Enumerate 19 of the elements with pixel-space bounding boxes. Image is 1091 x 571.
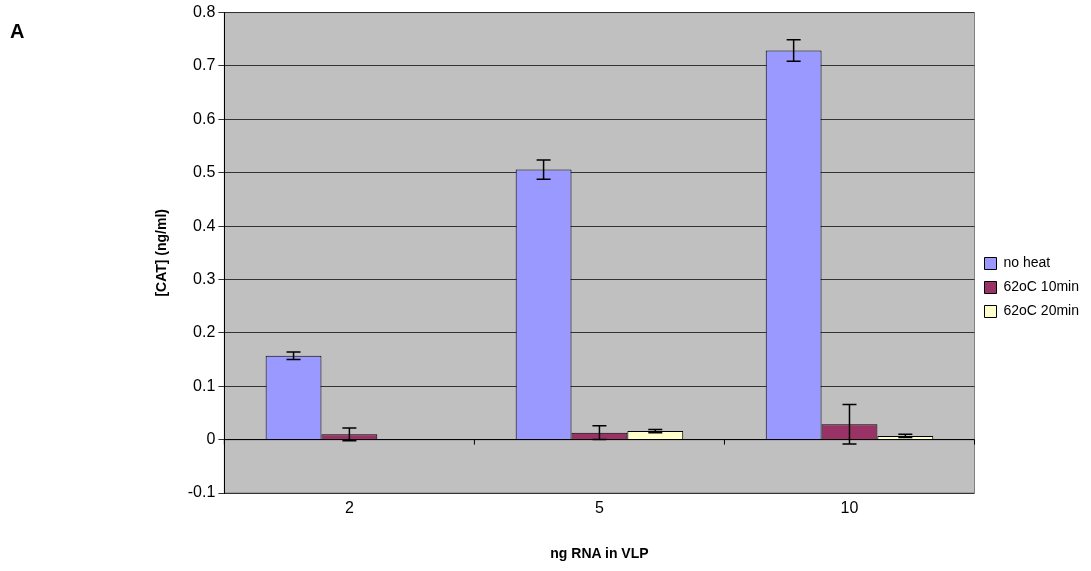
y-tick-label: 0.5 <box>193 163 216 181</box>
x-tick-label: 2 <box>344 499 354 517</box>
x-tick-label: 5 <box>594 499 604 517</box>
x-axis-title: ng RNA in VLP <box>550 545 649 562</box>
legend-label: 62oC 20min <box>1003 302 1080 319</box>
y-axis-title: [CAT] (ng/ml) <box>153 209 170 297</box>
y-tick-label: -0.1 <box>187 483 216 501</box>
y-tick-label: 0.1 <box>193 376 216 394</box>
legend-label: no heat <box>1003 254 1051 271</box>
x-tick-label: 10 <box>840 499 859 517</box>
y-tick-label: 0.8 <box>193 3 216 21</box>
legend-label: 62oC 10min <box>1003 278 1080 295</box>
y-tick-label: 0.4 <box>193 216 216 234</box>
y-tick-label: 0.7 <box>193 56 216 74</box>
text: A <box>10 19 25 42</box>
y-tick-label: 0 <box>206 430 216 448</box>
y-tick-label: 0.3 <box>193 269 216 287</box>
y-tick-label: 0.6 <box>193 109 216 127</box>
y-tick-label: 0.2 <box>193 323 216 341</box>
